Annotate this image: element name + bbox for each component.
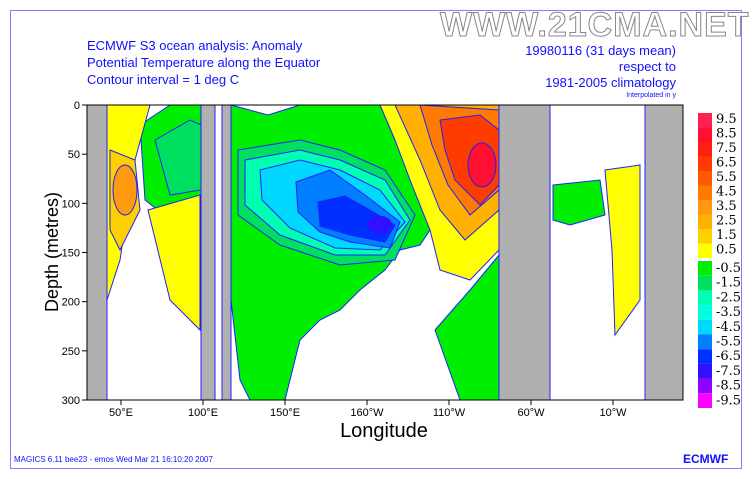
climatology-label: 1981-2005 climatology	[545, 75, 676, 90]
watermark: WWW.21CMA.NET	[440, 6, 750, 44]
y-tick-label: 200	[62, 297, 80, 309]
legend-swatch	[698, 243, 712, 258]
title-line-2: Potential Temperature along the Equator	[87, 55, 321, 70]
x-tick-label: 110°W	[433, 407, 466, 419]
legend-swatch	[698, 156, 712, 171]
y-axis-label: Depth (metres)	[42, 192, 62, 312]
legend-label: 3.5	[716, 199, 737, 214]
x-tick-label: 160°W	[350, 407, 384, 419]
land-indonesia	[200, 104, 216, 401]
title-line-3: Contour interval = 1 deg C	[87, 72, 240, 87]
y-tick-label: 150	[62, 248, 80, 260]
legend-swatch	[698, 185, 712, 200]
legend-label: 4.5	[716, 185, 737, 200]
legend-swatch	[698, 393, 712, 408]
land-africa	[86, 104, 108, 401]
legend-label: -3.5	[716, 305, 741, 320]
legend-label: 5.5	[716, 170, 737, 185]
legend-label: -7.5	[716, 364, 741, 379]
land-indonesia-2	[221, 104, 232, 401]
land-americas	[498, 104, 551, 401]
legend-swatch	[698, 229, 712, 244]
region-pos-2.5-left	[112, 164, 138, 216]
title-line-1: ECMWF S3 ocean analysis: Anomaly	[87, 38, 303, 53]
region-neg-0.5-far-east	[552, 179, 606, 226]
legend-label: 7.5	[716, 141, 737, 156]
ecmwf-logo: ECMWF	[683, 452, 729, 466]
legend-swatch	[698, 142, 712, 157]
respect-label: respect to	[618, 59, 676, 74]
legend-swatch	[698, 290, 712, 306]
legend-label: 8.5	[716, 127, 737, 142]
region-pos-0.5-mid	[147, 194, 201, 332]
legend-swatch	[698, 127, 712, 142]
region-pos-7.5	[467, 142, 497, 188]
land-africa-east	[644, 104, 684, 401]
legend-swatch	[698, 349, 712, 364]
x-tick-label: 50°E	[109, 407, 133, 419]
legend-swatch	[698, 200, 712, 215]
y-tick-label: 50	[68, 149, 80, 161]
x-tick-label: 10°W	[599, 407, 627, 419]
date-label: 19980116 (31 days mean)	[525, 43, 676, 58]
legend-label: -8.5	[716, 379, 741, 394]
legend-label: 6.5	[716, 156, 737, 171]
legend-label: -4.5	[716, 320, 741, 335]
plot-frame	[10, 10, 742, 469]
legend-label: 1.5	[716, 228, 737, 243]
legend-label: -0.5	[716, 261, 741, 276]
legend-label: 0.5	[716, 243, 737, 258]
x-tick-label: 150°E	[270, 407, 300, 419]
legend-label: 2.5	[716, 214, 737, 229]
legend-label: -9.5	[716, 393, 741, 408]
legend-swatch	[698, 171, 712, 186]
x-axis-label: Longitude	[340, 420, 428, 442]
x-tick-label: 60°W	[517, 407, 545, 419]
y-tick-label: 0	[74, 100, 80, 112]
legend-swatch	[698, 214, 712, 229]
legend-swatch	[698, 334, 712, 350]
legend-swatch	[698, 319, 712, 335]
legend-swatch	[698, 378, 712, 394]
y-tick-label: 100	[62, 198, 80, 210]
interp-note: Interpolated in y	[626, 92, 676, 99]
legend-swatch	[698, 305, 712, 320]
legend-label: -6.5	[716, 349, 741, 364]
legend-swatch	[698, 275, 712, 291]
y-tick-label: 300	[62, 395, 80, 407]
legend-swatch	[698, 363, 712, 379]
footer-text: MAGICS 6.11 bee23 - emos Wed Mar 21 16:1…	[14, 455, 213, 464]
legend-label: -1.5	[716, 276, 741, 291]
legend-swatch	[698, 261, 712, 276]
legend-label: 9.5	[716, 112, 737, 127]
region-pos-0.5-far-east	[604, 164, 641, 337]
contour-fields	[86, 104, 684, 401]
y-tick-label: 250	[62, 346, 80, 358]
x-tick-label: 100°E	[188, 407, 218, 419]
legend-label: -2.5	[716, 290, 741, 305]
region-neg-6.5	[368, 216, 392, 234]
legend-label: -5.5	[716, 335, 741, 350]
legend-swatch	[698, 113, 712, 128]
